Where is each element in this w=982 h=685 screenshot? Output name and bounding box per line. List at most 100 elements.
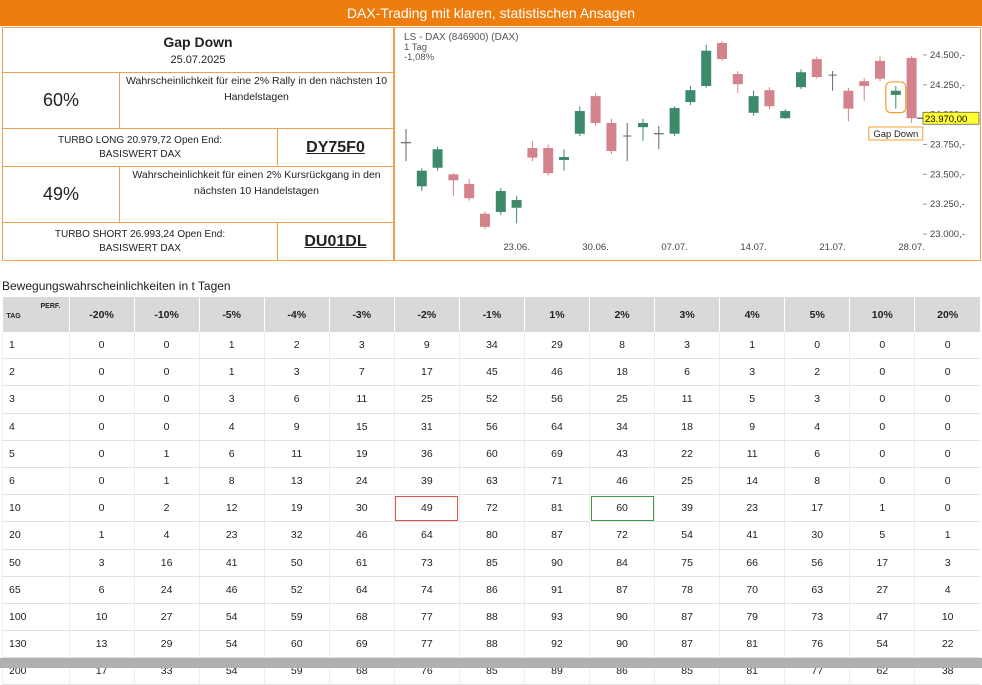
candle-body xyxy=(590,96,601,123)
table-cell: 3 xyxy=(654,332,720,360)
table-cell: 69 xyxy=(523,440,590,468)
candle-body xyxy=(464,183,475,199)
corner-top: PERF. xyxy=(40,303,61,310)
candle-body xyxy=(638,122,648,128)
column-header: -1% xyxy=(458,297,525,332)
chart-title: LS - DAX (846900) (DAX) xyxy=(404,32,519,43)
table-cell: 30 xyxy=(328,494,395,523)
table-cell: 4 xyxy=(133,521,200,550)
table-cell: 7 xyxy=(328,358,395,387)
table-cell: 2 xyxy=(784,358,850,387)
table-cell: 60 xyxy=(588,494,655,523)
table-cell: 6 xyxy=(784,440,850,468)
table-cell: 84 xyxy=(588,549,655,577)
table-cell: 39 xyxy=(393,467,460,496)
table-cell: 41 xyxy=(198,549,265,577)
column-header: 2% xyxy=(588,297,655,332)
table-cell: 19 xyxy=(328,440,395,468)
table-cell: 54 xyxy=(654,521,720,550)
table-cell: 46 xyxy=(198,576,265,604)
table-cell: 0 xyxy=(68,385,135,414)
column-header: 5% xyxy=(784,297,850,332)
y-tick-label: 23.250,- xyxy=(930,199,965,210)
table-cell: 93 xyxy=(523,603,590,632)
short-code[interactable]: DU01DL xyxy=(277,222,394,261)
candle-body xyxy=(559,157,569,160)
table-cell: 36 xyxy=(393,440,460,468)
table-cell: 87 xyxy=(588,576,655,604)
signal-heading: Gap Down 25.07.2025 xyxy=(2,27,394,73)
long-code[interactable]: DY75F0 xyxy=(277,128,394,167)
table-cell: 71 xyxy=(523,467,590,496)
short-product-name: TURBO SHORT 26.993,24 Open End: xyxy=(54,228,226,240)
table-cell: 22 xyxy=(914,630,980,659)
column-header: 10% xyxy=(849,297,915,332)
column-header: -20% xyxy=(68,297,135,332)
table-cell: 76 xyxy=(784,630,850,659)
row-tag: 130 xyxy=(2,630,69,659)
candle-body xyxy=(764,90,775,107)
y-tick-label: 23.500,- xyxy=(930,169,965,180)
table-cell: 54 xyxy=(198,630,265,659)
table-cell: 69 xyxy=(328,630,395,659)
x-tick-label: 28.07. xyxy=(898,242,924,253)
table-cell: 54 xyxy=(198,603,265,632)
table-cell: 56 xyxy=(784,549,850,577)
candle-body xyxy=(717,42,727,60)
table-cell: 64 xyxy=(523,413,590,441)
table-cell: 29 xyxy=(133,630,200,659)
table-cell: 11 xyxy=(263,440,330,468)
table-cell: 23 xyxy=(198,521,265,550)
table-cell: 1 xyxy=(719,332,785,360)
table-cell: 47 xyxy=(849,603,915,632)
long-product-name: TURBO LONG 20.979,72 Open End: xyxy=(58,134,222,146)
table-cell: 0 xyxy=(133,413,200,441)
table-cell: 13 xyxy=(68,630,135,659)
annotation-box xyxy=(868,126,924,141)
table-cell: 1 xyxy=(133,467,200,496)
table-row: 3 0 0 3 6 11 25 52 56 25 11 5 3 0 0 xyxy=(2,385,980,414)
table-cell: 27 xyxy=(133,603,200,632)
table-cell: 25 xyxy=(588,385,655,414)
table-cell: 18 xyxy=(654,413,720,441)
long-text: Wahrscheinlichkeit für eine 2% Rally in … xyxy=(119,72,394,129)
table-cell: 15 xyxy=(328,413,395,441)
table-cell: 5 xyxy=(849,521,915,550)
table-cell: 68 xyxy=(328,603,395,632)
table-cell: 14 xyxy=(719,467,785,496)
candle-body xyxy=(495,191,506,212)
candle-body xyxy=(623,135,632,137)
table-cell: 52 xyxy=(263,576,330,604)
table-cell: 0 xyxy=(849,467,915,496)
table-row: 50 3 16 41 50 61 73 85 90 84 75 66 56 17 3 xyxy=(2,549,980,577)
table-cell: 87 xyxy=(654,603,720,632)
table-cell: 34 xyxy=(588,413,655,441)
table-cell: 0 xyxy=(68,467,135,496)
table-cell: 4 xyxy=(784,413,850,441)
candle-body xyxy=(574,111,585,134)
table-cell: 19 xyxy=(263,494,330,523)
table-cell: 4 xyxy=(198,413,265,441)
table-cell: 1 xyxy=(198,332,265,360)
table-cell: 39 xyxy=(654,494,720,523)
table-cell: 0 xyxy=(914,332,980,360)
table-cell: 24 xyxy=(133,576,200,604)
table-cell: 8 xyxy=(784,467,850,496)
table-cell: 0 xyxy=(133,358,200,387)
table-row: 1 0 0 1 2 3 9 34 29 8 3 1 0 0 0 xyxy=(2,332,980,360)
header-row: PERF. TAG -20% -10% -5% -4% -3% -2% -1% 1% 2% 3% 4… xyxy=(2,297,980,332)
table-cell: 0 xyxy=(914,413,980,441)
column-header: 4% xyxy=(719,297,785,332)
table-cell: 10 xyxy=(914,603,980,632)
table-cell: 0 xyxy=(133,332,200,360)
table-cell: 74 xyxy=(393,576,460,604)
annotation: Gap Down xyxy=(873,129,918,140)
table-cell: 2 xyxy=(133,494,200,523)
x-tick-label: 14.07. xyxy=(740,242,766,253)
candle-body xyxy=(669,108,680,134)
candle-body xyxy=(859,81,870,86)
candle-body xyxy=(432,149,443,168)
corner-left: TAG xyxy=(6,313,21,320)
probability-table: PERF. TAG -20% -10% -5% -4% -3% -2% -1% 1% 2% 3% 4… xyxy=(2,297,980,685)
table-cell: 27 xyxy=(849,576,915,604)
